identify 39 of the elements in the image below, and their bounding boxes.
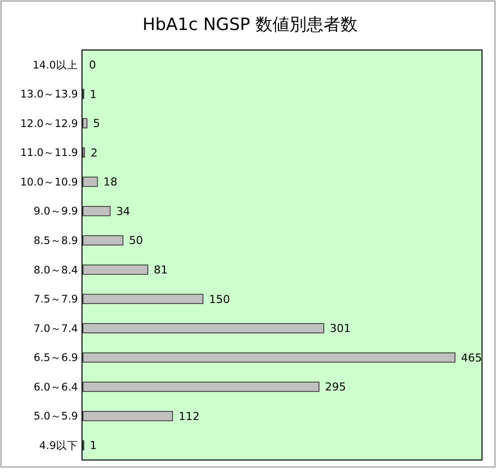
y-tick-label: 4.9以下 bbox=[39, 439, 78, 452]
bar bbox=[82, 294, 204, 304]
y-tick-label: 9.0～9.9 bbox=[34, 206, 78, 218]
data-label: 301 bbox=[330, 322, 351, 336]
data-label: 2 bbox=[90, 146, 98, 160]
bar bbox=[82, 176, 98, 187]
data-label: 34 bbox=[116, 204, 130, 218]
y-tick-label: 10.0～10.9 bbox=[20, 176, 78, 188]
data-label: 150 bbox=[209, 292, 230, 306]
bar bbox=[82, 352, 456, 363]
y-tick-label: 7.5～7.9 bbox=[34, 294, 78, 306]
bar bbox=[82, 410, 173, 422]
y-tick-label: 8.0～8.4 bbox=[34, 264, 78, 276]
y-tick-label: 7.0～7.4 bbox=[34, 322, 78, 335]
bar bbox=[82, 235, 124, 246]
bar bbox=[82, 118, 88, 128]
y-tick-label: 5.0～5.9 bbox=[34, 410, 78, 423]
data-label: 112 bbox=[178, 410, 200, 423]
bar bbox=[82, 206, 111, 216]
bar bbox=[82, 323, 324, 334]
data-label: 18 bbox=[103, 176, 118, 189]
y-tick-label: 12.0～12.9 bbox=[20, 118, 78, 130]
y-tick-label: 8.5～8.9 bbox=[34, 235, 78, 248]
bar bbox=[82, 382, 320, 392]
bar bbox=[82, 264, 148, 275]
y-tick-label: 11.0～11.9 bbox=[20, 147, 78, 160]
y-tick-label: 6.0～6.4 bbox=[34, 381, 78, 394]
data-label: 50 bbox=[129, 234, 143, 248]
data-label: 1 bbox=[90, 88, 97, 101]
data-label: 295 bbox=[325, 380, 346, 394]
data-label: 465 bbox=[461, 351, 482, 364]
chart-title: HbA1c NGSP 数値別患者数 bbox=[142, 15, 358, 35]
data-label: 81 bbox=[154, 263, 168, 276]
data-label: 0 bbox=[89, 58, 96, 72]
data-label: 1 bbox=[90, 439, 97, 452]
y-tick-label: 14.0以上 bbox=[32, 58, 78, 72]
y-tick-label: 13.0～13.9 bbox=[20, 88, 78, 101]
data-label: 5 bbox=[93, 117, 100, 130]
y-tick-label: 6.5～6.9 bbox=[34, 352, 78, 364]
